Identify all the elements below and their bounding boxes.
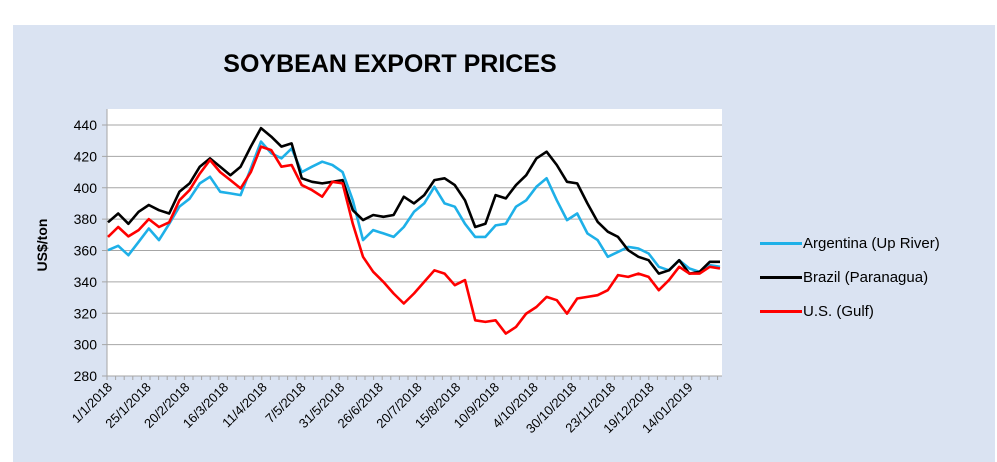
legend-swatch-icon: [760, 275, 802, 279]
x-axis-labels: 1/1/201825/1/201820/2/201816/3/201811/4/…: [69, 380, 696, 437]
svg-text:400: 400: [74, 180, 98, 196]
svg-text:340: 340: [74, 274, 98, 290]
legend-item-argentina: Argentina (Up River): [760, 232, 940, 254]
svg-text:300: 300: [74, 337, 98, 353]
gridlines: [107, 124, 722, 346]
svg-text:360: 360: [74, 243, 98, 259]
legend: Argentina (Up River) Brazil (Paranagua) …: [760, 232, 940, 334]
svg-text:320: 320: [74, 305, 98, 321]
legend-label: Brazil (Paranagua): [803, 268, 929, 286]
svg-text:280: 280: [74, 368, 98, 384]
legend-item-us: U.S. (Gulf): [760, 300, 940, 322]
svg-text:380: 380: [74, 211, 98, 227]
x-axis: [106, 109, 722, 380]
legend-swatch-icon: [760, 309, 802, 313]
legend-item-brazil: Brazil (Paranagua): [760, 266, 940, 288]
plot-area: [107, 109, 722, 376]
svg-text:440: 440: [74, 117, 98, 133]
legend-label: U.S. (Gulf): [803, 302, 874, 320]
chart-title: SOYBEAN EXPORT PRICES: [223, 50, 557, 78]
svg-text:420: 420: [74, 148, 98, 164]
legend-label: Argentina (Up River): [803, 234, 940, 252]
series-lines: [107, 126, 721, 335]
legend-swatch-icon: [760, 241, 802, 245]
y-axis-ticks: 280 300 320 340 360 380 400 420 440: [74, 117, 107, 384]
y-axis-label: US$/ton: [34, 218, 50, 272]
